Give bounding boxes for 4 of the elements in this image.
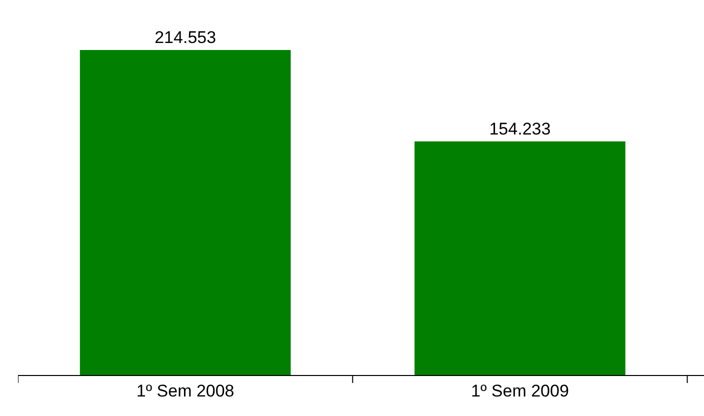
data-label: 154.233 [489, 119, 551, 138]
data-label: 214.553 [154, 28, 216, 47]
x-tick-label: 1º Sem 2009 [471, 381, 569, 400]
x-tick-label: 1º Sem 2008 [136, 381, 234, 400]
